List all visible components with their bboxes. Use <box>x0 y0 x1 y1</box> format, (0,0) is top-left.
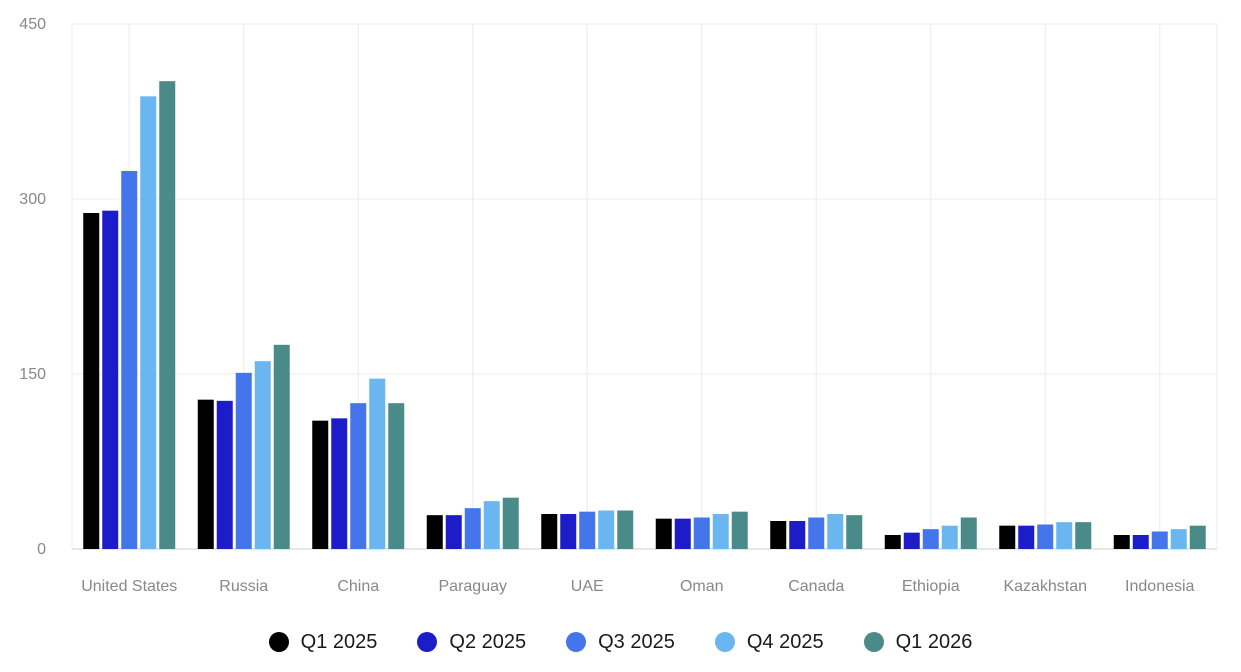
bar <box>541 514 558 549</box>
bar <box>674 518 691 549</box>
bar <box>999 525 1016 549</box>
bar <box>83 213 100 549</box>
bar <box>960 517 977 549</box>
bar <box>731 511 748 549</box>
bar <box>693 517 710 549</box>
legend: Q1 2025 Q2 2025 Q3 2025 Q4 2025 Q1 2026 <box>0 622 1241 662</box>
y-tick-label: 450 <box>19 16 46 33</box>
y-tick-label: 150 <box>19 366 46 383</box>
bar <box>560 514 577 549</box>
bar <box>388 403 405 549</box>
bar <box>312 420 329 549</box>
bar <box>369 378 386 549</box>
bar <box>884 535 901 549</box>
bar <box>197 399 214 549</box>
legend-item[interactable]: Q1 2025 <box>268 630 378 654</box>
bar <box>102 210 119 549</box>
bar <box>598 510 615 549</box>
bar <box>808 517 825 549</box>
bar <box>846 515 863 549</box>
legend-label: Q4 2025 <box>746 630 824 653</box>
bar <box>941 525 958 549</box>
bar <box>1132 535 1149 549</box>
legend-swatch-icon <box>417 632 438 652</box>
x-tick-label: Indonesia <box>1125 578 1194 595</box>
bar <box>216 400 233 549</box>
x-tick-label: Oman <box>680 578 724 595</box>
bar <box>350 403 367 549</box>
bar <box>121 171 138 549</box>
bar <box>712 514 729 549</box>
chart-svg: 0 150 300 450 United States Russia China Paragu… <box>19 16 1218 595</box>
legend-swatch-icon <box>268 632 289 652</box>
bar <box>655 518 672 549</box>
bar <box>445 515 462 549</box>
legend-label: Q3 2025 <box>598 630 675 653</box>
bar <box>922 529 939 549</box>
legend-item[interactable]: Q1 2026 <box>863 630 973 654</box>
bar <box>1056 522 1073 549</box>
legend-item[interactable]: Q4 2025 <box>714 630 824 654</box>
legend-label: Q2 2025 <box>449 630 527 653</box>
x-tick-label: Canada <box>788 578 844 595</box>
legend-item[interactable]: Q3 2025 <box>566 631 675 654</box>
bar <box>273 344 290 549</box>
bar <box>426 515 443 549</box>
x-tick-label: Paraguay <box>439 578 508 595</box>
legend-swatch-icon <box>714 632 735 652</box>
bar <box>1075 522 1092 549</box>
x-tick-label: Ethiopia <box>902 578 960 595</box>
bar <box>235 372 252 549</box>
bar <box>1189 525 1206 549</box>
bar <box>1151 531 1168 549</box>
x-tick-label: China <box>337 578 379 595</box>
bar <box>502 497 519 549</box>
legend-item[interactable]: Q2 2025 <box>417 631 526 654</box>
y-tick-label: 300 <box>19 191 46 208</box>
legend-label: Q1 2025 <box>300 630 378 653</box>
bar <box>770 521 787 549</box>
y-tick-label: 0 <box>37 541 46 558</box>
x-tick-label: UAE <box>571 578 604 595</box>
bar <box>483 501 500 549</box>
bar <box>1018 525 1035 549</box>
x-tick-label: Kazakhstan <box>1003 578 1087 595</box>
legend-swatch-icon <box>566 632 587 652</box>
bar <box>1037 524 1054 549</box>
bar <box>254 361 271 549</box>
bar <box>140 96 157 549</box>
bar <box>903 532 920 549</box>
bar <box>331 418 348 549</box>
bar <box>579 511 596 549</box>
legend-label: Q1 2026 <box>895 630 973 653</box>
x-tick-label: Russia <box>219 578 268 595</box>
bar <box>1170 529 1187 549</box>
bar <box>159 81 176 550</box>
bar <box>617 510 634 549</box>
x-tick-label: United States <box>81 578 177 595</box>
legend-swatch-icon <box>863 632 884 652</box>
bar <box>1113 535 1130 549</box>
bar <box>789 521 806 549</box>
bar <box>827 514 844 549</box>
bar <box>464 508 481 549</box>
